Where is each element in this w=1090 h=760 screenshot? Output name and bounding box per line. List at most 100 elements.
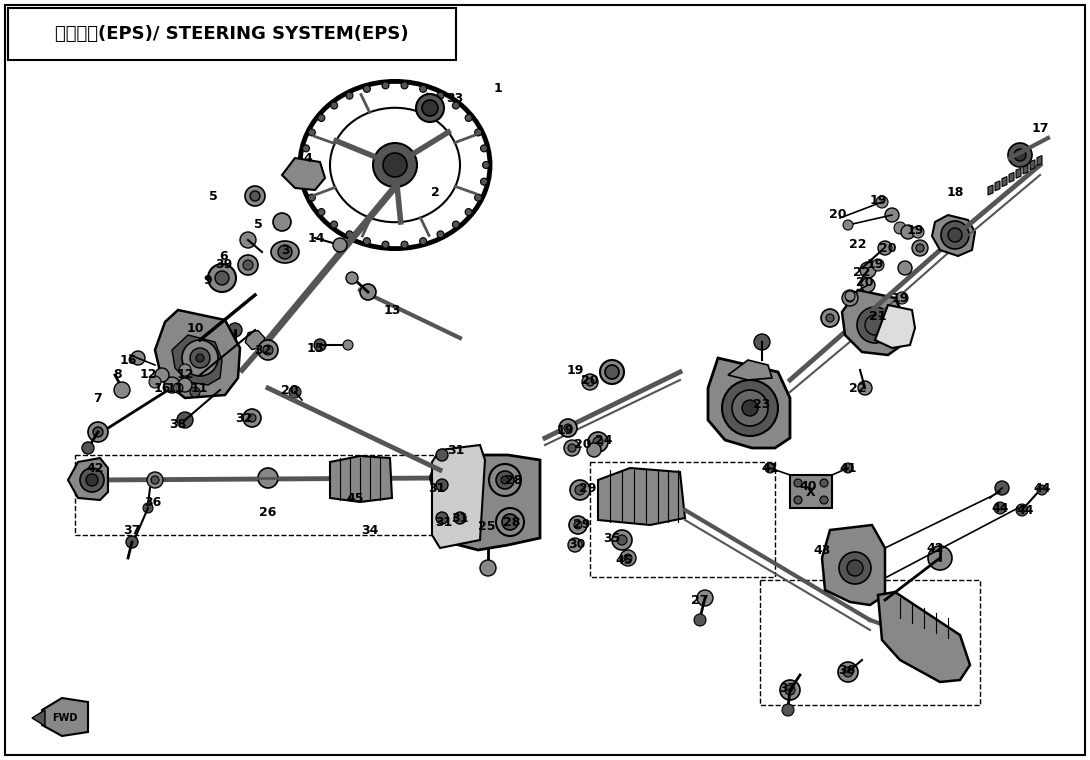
Bar [590, 462, 775, 577]
Circle shape [114, 382, 130, 398]
Circle shape [858, 381, 872, 395]
Text: 7: 7 [93, 391, 101, 404]
Text: 1: 1 [494, 81, 502, 94]
Circle shape [149, 376, 161, 388]
Circle shape [452, 102, 459, 109]
Polygon shape [995, 181, 1000, 191]
Circle shape [258, 340, 278, 360]
Text: 31: 31 [428, 482, 446, 495]
Circle shape [588, 443, 601, 457]
Circle shape [243, 409, 261, 427]
Circle shape [821, 309, 839, 327]
Polygon shape [440, 455, 540, 550]
Circle shape [620, 550, 635, 566]
Polygon shape [155, 310, 240, 398]
Circle shape [483, 162, 489, 169]
Circle shape [131, 351, 145, 365]
Text: 8: 8 [113, 368, 122, 381]
Circle shape [308, 194, 315, 201]
Circle shape [373, 143, 417, 187]
Text: 37: 37 [123, 524, 141, 537]
Circle shape [568, 444, 576, 452]
Circle shape [861, 278, 875, 292]
Circle shape [481, 145, 487, 152]
Text: 28: 28 [506, 473, 523, 486]
Polygon shape [841, 290, 905, 355]
Circle shape [865, 315, 885, 335]
Circle shape [474, 194, 482, 201]
Text: 12: 12 [177, 369, 194, 382]
Circle shape [576, 485, 585, 495]
Circle shape [785, 685, 795, 695]
Text: X: X [807, 486, 815, 499]
Text: 22: 22 [849, 239, 867, 252]
Circle shape [780, 680, 800, 700]
Circle shape [586, 378, 594, 386]
Text: 28: 28 [504, 515, 521, 528]
Text: 44: 44 [991, 502, 1008, 515]
Polygon shape [68, 458, 108, 500]
Circle shape [178, 378, 192, 392]
Circle shape [885, 208, 899, 222]
Bar [8, 8, 456, 60]
Text: 18: 18 [946, 185, 964, 198]
Circle shape [948, 228, 962, 242]
Circle shape [1037, 485, 1047, 495]
Circle shape [605, 365, 619, 379]
Circle shape [582, 374, 598, 390]
Polygon shape [875, 305, 915, 348]
Polygon shape [43, 698, 88, 736]
Circle shape [435, 473, 445, 483]
Circle shape [481, 178, 487, 185]
Text: 25: 25 [479, 521, 496, 534]
Text: 20: 20 [857, 277, 874, 290]
Text: 19: 19 [870, 194, 886, 207]
Circle shape [941, 221, 969, 249]
Polygon shape [1009, 173, 1014, 182]
Polygon shape [708, 358, 790, 448]
Circle shape [126, 536, 138, 548]
Text: 31: 31 [447, 444, 464, 457]
Circle shape [926, 660, 943, 676]
Circle shape [164, 377, 180, 393]
Text: 43: 43 [813, 543, 831, 556]
Polygon shape [172, 335, 222, 385]
Circle shape [263, 345, 272, 355]
Circle shape [437, 231, 444, 238]
Circle shape [272, 213, 291, 231]
Circle shape [617, 535, 627, 545]
Circle shape [330, 102, 338, 109]
Text: 3: 3 [281, 243, 289, 257]
Circle shape [196, 354, 204, 362]
Circle shape [697, 590, 713, 606]
Circle shape [995, 481, 1009, 495]
Circle shape [1008, 143, 1032, 167]
Text: 37: 37 [779, 682, 797, 695]
Circle shape [765, 463, 775, 473]
Polygon shape [879, 592, 970, 682]
Circle shape [564, 424, 572, 432]
Text: 12: 12 [140, 369, 157, 382]
Circle shape [465, 115, 472, 122]
Polygon shape [1024, 164, 1028, 174]
Circle shape [496, 508, 524, 536]
Circle shape [245, 186, 265, 206]
Circle shape [208, 264, 237, 292]
Text: 40: 40 [799, 480, 816, 493]
Text: 19: 19 [556, 423, 573, 436]
Circle shape [928, 546, 952, 570]
Text: 31: 31 [451, 511, 469, 524]
Circle shape [623, 554, 632, 562]
Bar [75, 455, 435, 535]
Circle shape [318, 115, 325, 122]
Circle shape [496, 471, 514, 489]
Text: 39: 39 [216, 258, 232, 271]
Circle shape [289, 386, 301, 398]
Circle shape [826, 314, 834, 322]
Circle shape [857, 307, 893, 343]
Text: 44: 44 [1033, 482, 1051, 495]
Circle shape [474, 129, 482, 136]
Circle shape [894, 222, 906, 234]
Text: 31: 31 [435, 515, 452, 528]
Polygon shape [330, 456, 392, 502]
